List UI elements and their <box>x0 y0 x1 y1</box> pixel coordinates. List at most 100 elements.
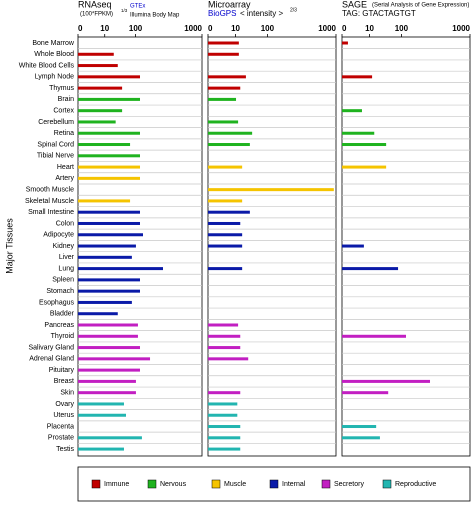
bar <box>78 221 140 225</box>
legend-swatch <box>321 479 331 489</box>
tissue-label: Kidney <box>53 243 75 250</box>
bar <box>208 199 243 203</box>
bar <box>342 143 387 147</box>
legend-swatch <box>147 479 157 489</box>
bar <box>342 391 389 395</box>
bar <box>208 267 243 271</box>
panel-title: SAGE <box>342 0 367 9</box>
legend-label: Reproductive <box>395 481 436 488</box>
bar <box>342 379 431 383</box>
bar <box>208 86 241 90</box>
bar <box>342 267 399 271</box>
bar <box>208 334 241 338</box>
x-tick-label: 100 <box>261 24 275 33</box>
bar <box>208 131 253 135</box>
tissue-label: Ovary <box>55 401 74 408</box>
tissue-label: Brain <box>58 96 74 103</box>
bar <box>78 64 118 68</box>
bar <box>208 120 239 124</box>
tissue-label: Cerebellum <box>38 119 74 126</box>
source: TAG: GTACTAGTGT <box>342 9 416 18</box>
legend-label: Internal <box>282 481 306 488</box>
legend-swatch <box>382 479 392 489</box>
panel-title: Microarray <box>208 0 251 9</box>
bar <box>208 41 239 45</box>
tissue-label: Liver <box>59 254 75 261</box>
bar <box>78 402 124 406</box>
x-tick-label: 1000 <box>184 24 202 33</box>
bar <box>208 165 243 169</box>
bar <box>208 75 246 79</box>
tissue-label: Prostate <box>48 435 74 442</box>
bar <box>78 413 126 417</box>
panel-title: RNAseq <box>78 0 112 9</box>
tissue-label: Breast <box>54 378 74 385</box>
tissue-label: Bone Marrow <box>32 40 75 47</box>
bar <box>208 346 241 350</box>
exponent: 1/3 <box>121 8 128 13</box>
bar <box>208 52 239 56</box>
tissue-label: Adrenal Gland <box>29 356 74 363</box>
bar <box>78 300 132 304</box>
bar <box>208 188 334 192</box>
bar <box>342 334 406 338</box>
tissue-label: Testis <box>56 446 74 453</box>
bar <box>78 97 140 101</box>
bar <box>78 52 114 56</box>
bar <box>78 323 138 327</box>
bar <box>78 334 138 338</box>
x-tick-label: 0 <box>342 24 347 33</box>
tissue-label: Colon <box>56 220 74 227</box>
bar <box>208 402 238 406</box>
x-tick-label: 100 <box>129 24 143 33</box>
tissue-label: White Blood Cells <box>19 62 75 69</box>
tissue-label: Pituitary <box>49 367 75 374</box>
bar <box>208 210 250 214</box>
x-tick-label: 0 <box>78 24 83 33</box>
tissue-label: Cortex <box>53 108 74 115</box>
x-tick-label: 1000 <box>452 24 470 33</box>
bar <box>208 221 241 225</box>
bar <box>342 75 373 79</box>
bar <box>78 379 136 383</box>
legend-swatch <box>211 479 221 489</box>
legend-swatch <box>91 479 101 489</box>
bar <box>342 436 380 440</box>
tissue-label: Bladder <box>50 311 75 318</box>
x-tick-label: 10 <box>365 24 374 33</box>
panel-subtitle: (100*FPKM) <box>80 12 113 18</box>
y-axis-label: Major Tissues <box>4 218 14 274</box>
bar <box>78 391 136 395</box>
tissue-label: Stomach <box>46 288 74 295</box>
bar <box>342 165 387 169</box>
bar <box>78 176 140 180</box>
legend-label: Nervous <box>160 481 187 488</box>
bar <box>78 244 136 248</box>
legend-label: Muscle <box>224 481 246 488</box>
bar <box>208 357 249 361</box>
tissue-label: Adipocyte <box>43 232 74 239</box>
tissue-label: Small Intestine <box>28 209 74 216</box>
bar <box>208 97 237 101</box>
tissue-label: Tibial Nerve <box>37 153 74 160</box>
bar <box>78 447 124 451</box>
tissue-label: Skeletal Muscle <box>25 198 74 205</box>
bar <box>78 75 140 79</box>
bar <box>342 244 364 248</box>
bar <box>342 41 348 45</box>
bar <box>78 109 123 113</box>
tissue-label: Retina <box>54 130 74 137</box>
bar <box>342 425 377 429</box>
bar <box>208 436 241 440</box>
bar <box>78 154 140 158</box>
tissue-label: Spinal Cord <box>37 141 74 148</box>
bar <box>78 368 140 372</box>
bar <box>208 391 241 395</box>
bar <box>78 210 140 214</box>
x-tick-label: 1000 <box>318 24 336 33</box>
bar <box>208 233 243 237</box>
bar <box>78 233 143 237</box>
bar <box>78 267 163 271</box>
legend-label: Secretory <box>334 481 364 488</box>
